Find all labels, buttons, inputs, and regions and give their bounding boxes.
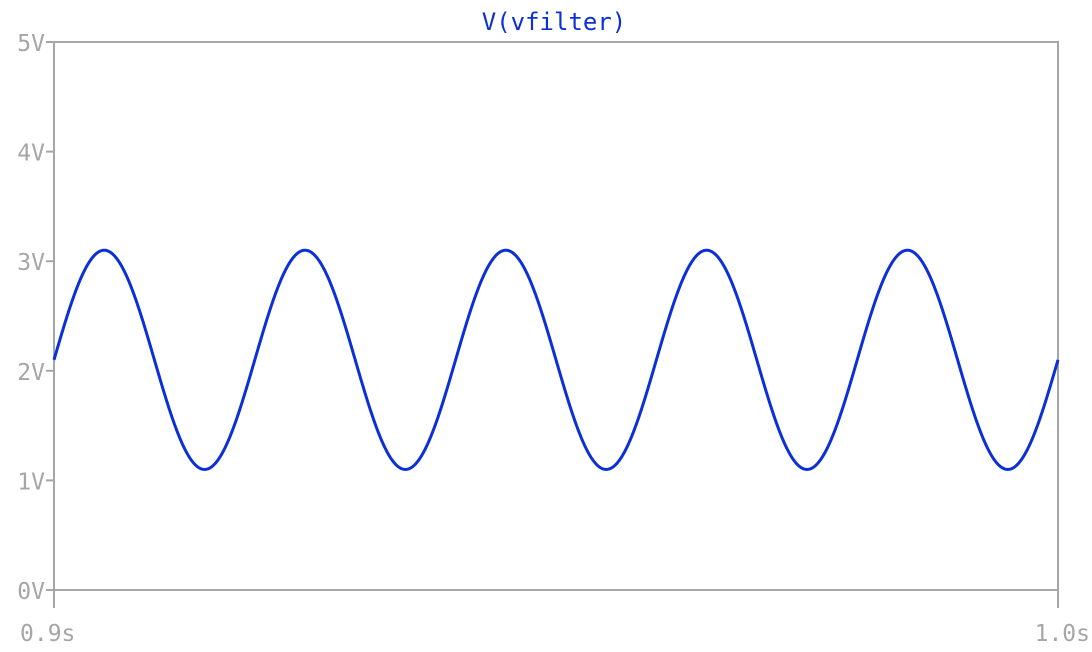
series-line-vfilter — [52, 248, 1060, 471]
plot-frame — [53, 41, 1059, 591]
x-tick-label: 0.9s — [20, 621, 75, 647]
y-axis: 0V 1V 2V 3V 4V 5V — [17, 31, 54, 605]
y-tick-label: 2V — [17, 360, 45, 386]
y-tick-label: 4V — [17, 141, 45, 167]
x-axis: 0.9s 1.0s — [20, 590, 1090, 647]
y-tick-label: 0V — [17, 579, 45, 605]
series-layer — [52, 248, 1060, 471]
y-tick-label: 5V — [17, 31, 45, 57]
y-tick-label: 1V — [17, 469, 45, 495]
chart-title[interactable]: V(vfilter) — [482, 8, 627, 36]
y-tick-label: 3V — [17, 250, 45, 276]
x-tick-label: 1.0s — [1035, 621, 1090, 647]
